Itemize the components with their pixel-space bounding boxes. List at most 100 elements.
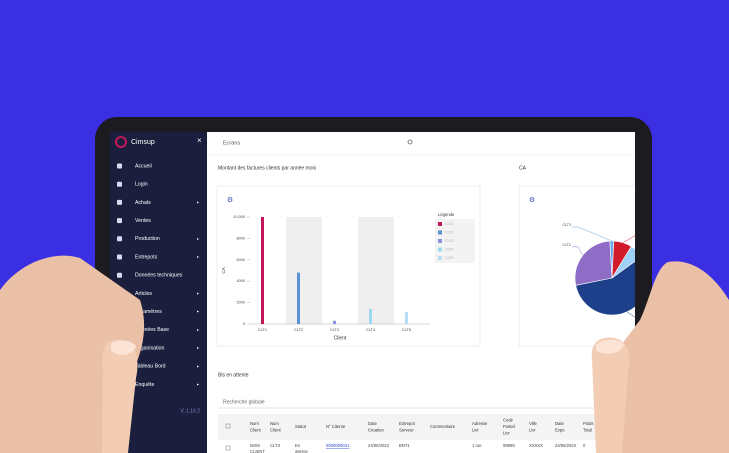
y-tick-label: 10,000 <box>233 215 245 219</box>
chevron: ▸ <box>197 381 199 386</box>
pie-label: CLT3 <box>562 223 571 227</box>
pie-slice <box>574 240 613 286</box>
x-tick-label: CLT1 <box>258 328 267 332</box>
menu-item[interactable]: Données techniques <box>135 273 183 279</box>
legend-swatch <box>438 256 442 260</box>
menu-item[interactable]: Production <box>135 236 160 242</box>
column-header[interactable]: Entrepot <box>399 421 416 426</box>
right-nail <box>596 339 624 354</box>
column-header[interactable]: Nom <box>250 421 259 426</box>
column-header[interactable]: Date <box>368 421 378 426</box>
column-header[interactable]: Code <box>503 418 514 423</box>
menu-item[interactable]: Entrepots <box>135 254 158 260</box>
pie-slice <box>611 246 635 279</box>
menu-item[interactable]: Login <box>135 182 148 188</box>
column-header[interactable]: Creation <box>368 427 384 432</box>
legend-label: CLT2 <box>445 230 454 234</box>
pie-leader <box>622 235 635 243</box>
chevron: ▸ <box>197 199 199 204</box>
right-hand <box>591 261 729 453</box>
menu-item[interactable]: Articles <box>135 291 152 297</box>
chevron: ▸ <box>197 363 199 368</box>
menu-item[interactable]: Enquête <box>135 382 154 388</box>
column-header[interactable]: Client <box>270 427 282 432</box>
settings-icon[interactable]: ⚙ <box>529 196 535 204</box>
pie-leader <box>626 311 635 318</box>
menu-icon <box>117 272 122 278</box>
right-palm <box>606 261 729 453</box>
column-header[interactable]: Commentaire <box>430 424 456 429</box>
column-header[interactable]: Date <box>555 421 565 426</box>
menu-icon <box>117 236 122 242</box>
settings-icon[interactable]: ⚙ <box>227 196 233 204</box>
legend-label: CLT5 <box>445 256 454 260</box>
x-axis-label: Client <box>334 335 347 341</box>
column-header[interactable]: Postal <box>503 424 515 429</box>
table-cell: CLIENT <box>250 449 265 453</box>
bar-card <box>216 185 481 347</box>
legend-label: CLT1 <box>445 222 454 226</box>
brand: Cimsup <box>131 139 155 146</box>
legend-label: CLT4 <box>445 247 454 251</box>
bar <box>297 272 300 324</box>
menu-icon <box>117 181 122 187</box>
search-icon[interactable] <box>407 139 413 145</box>
legend-swatch <box>438 239 442 243</box>
chevron: ▸ <box>197 290 199 295</box>
column-header[interactable]: Livr <box>503 431 510 436</box>
menu-item[interactable]: Accueil <box>135 163 152 169</box>
menu-item[interactable]: Organisation <box>135 345 165 351</box>
column-header[interactable]: Adresse <box>472 421 488 426</box>
legend-label: CLT3 <box>445 239 454 243</box>
table-cell: 99999 <box>503 443 515 448</box>
column-header[interactable]: Client <box>250 427 262 432</box>
x-tick-label: CLT2 <box>294 328 303 332</box>
table-cell: BNT1 <box>399 443 410 448</box>
menu-item[interactable]: Données Base <box>135 327 169 333</box>
column-header[interactable]: Expe <box>555 427 565 432</box>
band <box>286 217 322 324</box>
bar <box>369 309 372 324</box>
table-cell: XXXXX <box>529 443 543 448</box>
checkbox[interactable] <box>225 423 231 429</box>
table-cell: 0 <box>583 443 586 448</box>
x-tick-label: CLT5 <box>402 328 411 332</box>
table-header <box>218 414 635 440</box>
pie-leader <box>572 226 612 242</box>
row-link[interactable]: 0000000031 <box>326 443 350 448</box>
column-header[interactable]: N° Citerne <box>326 424 346 429</box>
legend-title: Légende <box>438 212 455 217</box>
chevron: ▸ <box>197 309 199 314</box>
chart-title: CA <box>519 165 527 171</box>
column-header[interactable]: Serveur <box>399 427 414 432</box>
menu-item[interactable]: Achats <box>135 200 151 206</box>
column-header[interactable]: Livr <box>472 427 479 432</box>
menu-item[interactable]: Tableau Bord <box>135 364 166 370</box>
search-input[interactable]: Ecrans <box>223 140 240 146</box>
column-header[interactable]: Ville <box>529 421 538 426</box>
legend-swatch <box>438 247 442 252</box>
menu-icon <box>117 163 122 169</box>
checkbox[interactable] <box>225 445 231 451</box>
menu-item[interactable]: Ventes <box>135 218 151 224</box>
column-header[interactable]: Statut <box>295 424 307 429</box>
column-header[interactable]: Num <box>270 421 279 426</box>
bar <box>333 320 336 324</box>
menu-icon <box>117 199 122 205</box>
pie-label: CLT2 <box>562 243 571 247</box>
table-search[interactable]: Recherche globale <box>223 399 265 405</box>
menu-item[interactable]: Paramètres <box>135 309 162 315</box>
bar <box>405 312 408 324</box>
column-header[interactable]: Total <box>583 427 592 432</box>
logo <box>115 136 127 148</box>
y-tick-label: 8000 <box>237 236 245 240</box>
close-icon[interactable]: × <box>197 136 202 145</box>
right-thumb <box>591 337 630 453</box>
x-tick-label: CLT3 <box>330 328 339 332</box>
y-tick-label: 0 <box>243 322 245 326</box>
column-header[interactable]: Livr <box>529 427 536 432</box>
chart-title: Montant des factures clients par année m… <box>218 165 317 171</box>
chevron: ▸ <box>197 236 199 241</box>
column-header[interactable]: Poids <box>583 421 593 426</box>
